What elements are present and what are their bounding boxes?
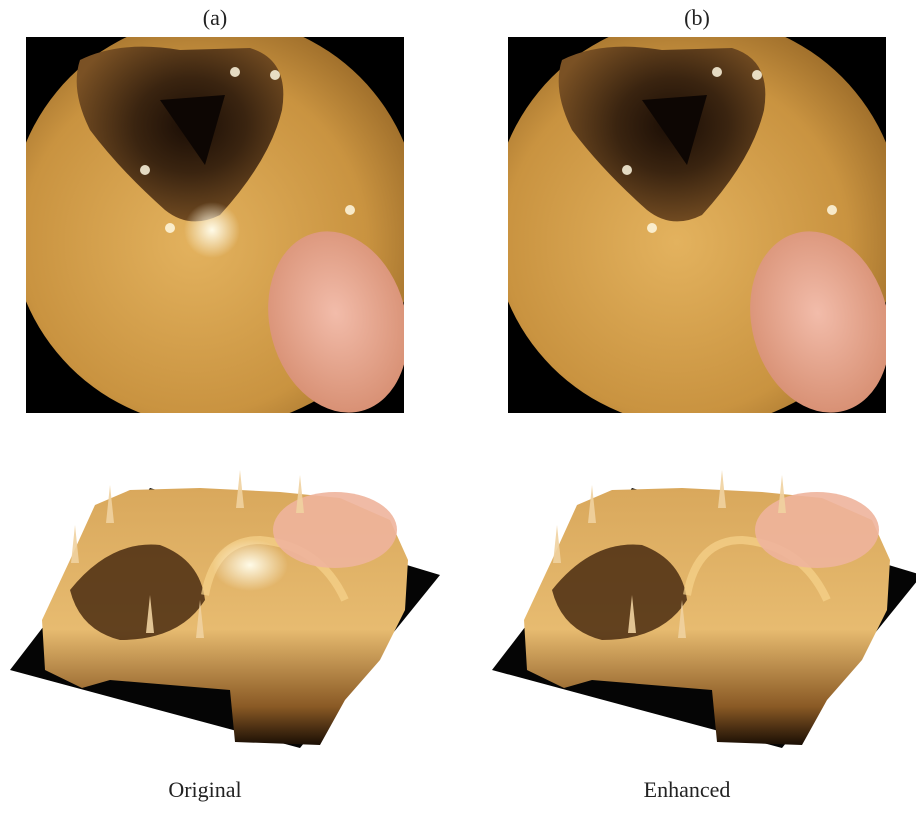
panel-label: (b) xyxy=(684,5,710,30)
specular-highlight xyxy=(712,67,722,77)
specular-highlight xyxy=(647,223,657,233)
specular-highlight xyxy=(165,223,175,233)
specular-highlight xyxy=(752,70,762,80)
spike xyxy=(236,470,244,508)
figure: (a) Original (b) Enhanced xyxy=(0,0,916,808)
spike xyxy=(718,470,726,508)
polyp-bump xyxy=(273,492,397,568)
panel: (a) Original xyxy=(10,5,440,802)
panel: (b) Enhanced xyxy=(492,5,916,802)
specular-highlight xyxy=(270,70,280,80)
caption: Original xyxy=(168,777,241,802)
endoscopy-image xyxy=(492,17,909,428)
specular-highlight xyxy=(827,205,837,215)
surface-plot xyxy=(10,470,440,748)
glare-peak xyxy=(212,539,288,591)
specular-highlight xyxy=(230,67,240,77)
specular-highlight xyxy=(622,165,632,175)
surface-plot xyxy=(492,470,916,748)
specular-highlight xyxy=(140,165,150,175)
caption: Enhanced xyxy=(644,777,731,802)
polyp-bump xyxy=(755,492,879,568)
endoscopy-image xyxy=(10,17,427,428)
specular-highlight xyxy=(345,205,355,215)
glare xyxy=(184,202,240,258)
panel-label: (a) xyxy=(203,5,227,30)
